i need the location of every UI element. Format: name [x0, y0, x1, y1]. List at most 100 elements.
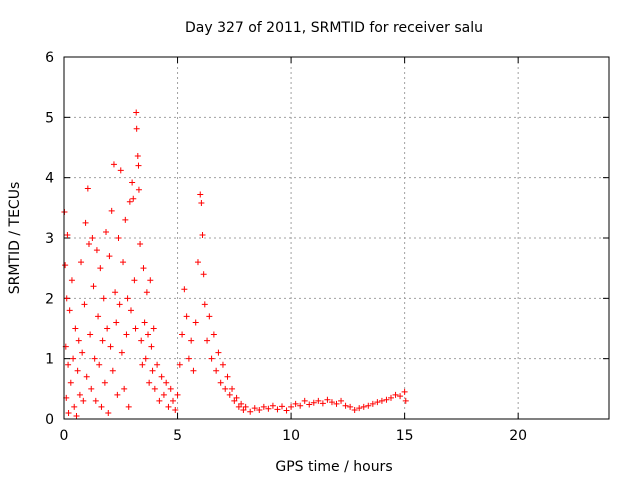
data-point	[328, 399, 335, 406]
data-point	[84, 185, 91, 192]
data-point	[333, 400, 340, 407]
data-point	[165, 403, 172, 410]
data-point	[75, 337, 82, 344]
y-tick-label: 0	[45, 412, 54, 428]
data-point	[132, 325, 139, 332]
data-point	[172, 406, 179, 413]
data-point	[233, 394, 240, 401]
data-point	[242, 403, 249, 410]
data-point	[88, 385, 95, 392]
data-point	[142, 355, 149, 362]
data-point	[338, 397, 345, 404]
data-point	[201, 301, 208, 308]
data-point	[66, 307, 73, 314]
data-point	[176, 361, 183, 368]
x-tick-label: 5	[173, 428, 182, 444]
data-point	[135, 162, 142, 169]
data-point	[374, 399, 381, 406]
data-point	[123, 331, 130, 338]
data-point	[356, 405, 363, 412]
data-point	[397, 393, 404, 400]
data-point	[81, 301, 88, 308]
data-point	[113, 319, 120, 326]
data-point	[215, 349, 222, 356]
data-point	[133, 125, 140, 132]
data-point	[118, 349, 125, 356]
data-point	[150, 325, 157, 332]
data-point	[219, 361, 226, 368]
data-point	[85, 241, 92, 248]
data-point	[110, 161, 117, 168]
data-point	[117, 167, 124, 174]
data-point	[95, 313, 102, 320]
y-tick-label: 3	[45, 231, 54, 247]
data-point	[260, 403, 267, 410]
plot-frame	[63, 56, 610, 420]
data-point	[143, 289, 150, 296]
data-point	[238, 400, 245, 407]
data-point	[200, 271, 207, 278]
data-point	[392, 391, 399, 398]
data-point	[125, 403, 132, 410]
data-point	[190, 367, 197, 374]
data-point	[96, 361, 103, 368]
data-point	[156, 397, 163, 404]
data-point	[158, 373, 165, 380]
data-point	[319, 400, 326, 407]
data-point	[170, 397, 176, 404]
data-point	[130, 195, 137, 202]
data-point	[133, 109, 140, 116]
x-tick-label: 10	[282, 428, 300, 444]
data-point	[73, 412, 80, 419]
data-point	[148, 343, 155, 350]
data-point	[288, 403, 295, 410]
data-point	[72, 325, 79, 332]
data-point	[74, 367, 81, 374]
data-point	[208, 355, 215, 362]
data-point	[124, 295, 131, 302]
data-point	[274, 406, 281, 413]
data-point	[292, 400, 299, 407]
data-point	[247, 408, 254, 415]
data-point	[87, 331, 94, 338]
data-point	[79, 349, 86, 356]
data-point	[240, 406, 247, 413]
data-point	[147, 277, 154, 284]
data-point	[62, 262, 69, 269]
data-point	[98, 403, 105, 410]
data-point	[82, 219, 89, 226]
data-point	[131, 277, 138, 284]
data-point	[120, 259, 127, 266]
data-point	[97, 265, 104, 272]
data-point	[213, 367, 220, 374]
data-point	[185, 355, 192, 362]
data-point	[135, 186, 142, 193]
data-point	[105, 409, 112, 416]
data-point	[68, 277, 75, 284]
data-point	[76, 391, 83, 398]
data-point	[306, 401, 313, 408]
x-axis-ticks: 0 5 10 15 20	[60, 57, 527, 444]
data-point	[199, 231, 206, 238]
data-point	[347, 403, 354, 410]
data-point	[301, 397, 308, 404]
data-point	[92, 397, 99, 404]
data-point	[210, 331, 217, 338]
chart-title: Day 327 of 2011, SRMTID for receiver sal…	[185, 20, 483, 36]
data-point	[83, 373, 90, 380]
data-point	[151, 385, 158, 392]
y-tick-label: 2	[45, 291, 54, 307]
y-tick-label: 1	[45, 352, 54, 368]
data-point	[65, 361, 72, 368]
data-point	[269, 402, 276, 409]
data-point	[90, 283, 97, 290]
data-point	[104, 325, 111, 332]
data-point	[122, 216, 129, 223]
x-tick-label: 15	[396, 428, 414, 444]
data-point	[115, 235, 122, 241]
data-point	[231, 397, 238, 404]
data-point	[108, 207, 115, 214]
data-point	[146, 379, 153, 386]
data-point	[139, 361, 146, 368]
y-axis-ticks: 0 1 2 3 4 5 6	[45, 50, 609, 428]
